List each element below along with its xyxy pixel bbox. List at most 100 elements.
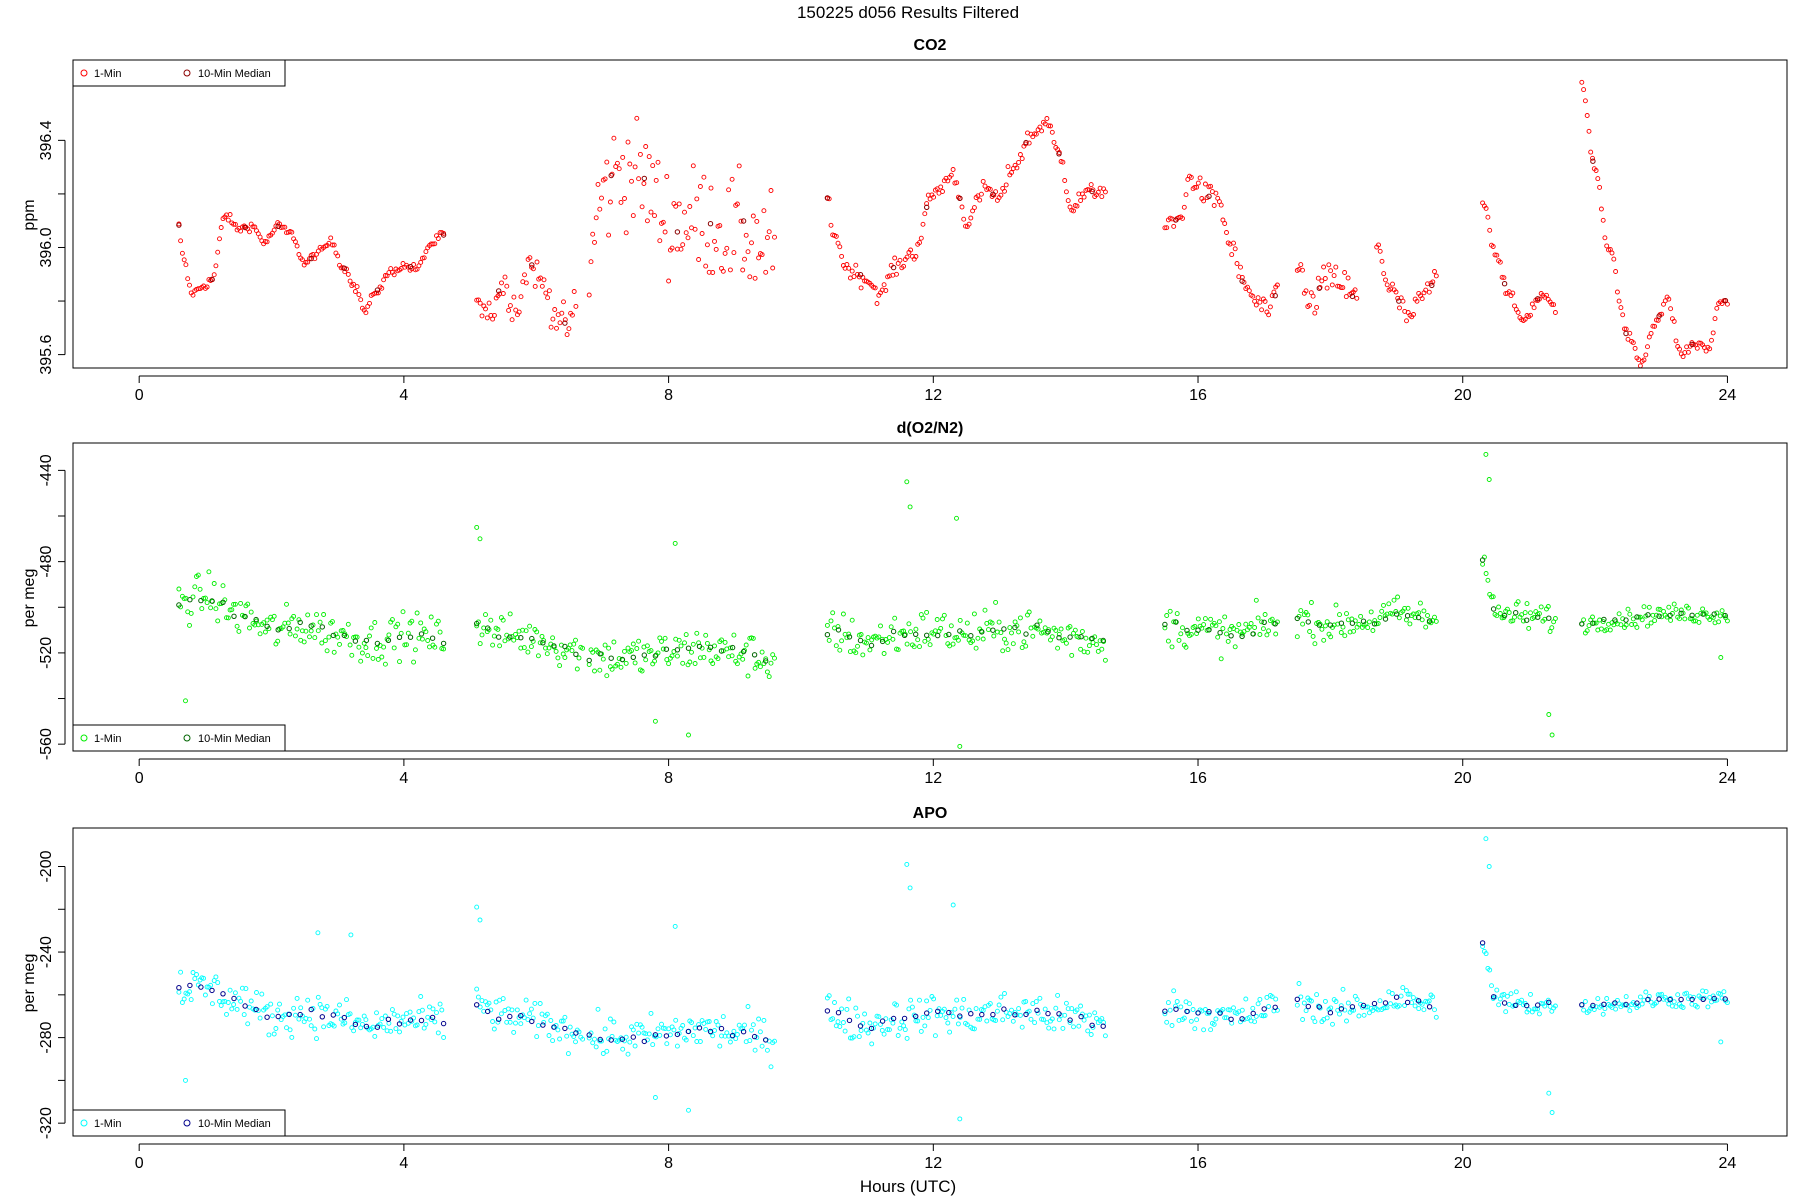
point-median-do2n2 [696,643,703,650]
point-1min-apo [314,1036,319,1042]
point-1min-apo [381,1024,387,1030]
point-1min-apo [894,1002,899,1008]
point-1min-co2 [599,195,604,201]
point-median-apo [1678,996,1684,1003]
point-1min-apo [650,1042,656,1048]
point-1min-co2 [1529,301,1535,307]
legend-co2: 1-Min 10-Min Median [72,59,286,87]
point-1min-do2n2 [368,625,374,631]
point-1min-do2n2 [303,628,309,634]
point-1min-do2n2 [1524,601,1530,607]
point-median-do2n2 [1601,616,1607,623]
point-1min-do2n2 [1623,622,1629,628]
point-1min-co2 [432,241,438,247]
point-1min-apo [1188,1018,1194,1024]
point-1min-apo [1019,1024,1025,1030]
point-1min-do2n2 [1417,600,1423,606]
point-1min-do2n2 [731,632,737,638]
y-tick-label-do2n2: -480 [38,546,55,578]
point-1min-apo [1164,1019,1170,1025]
point-1min-co2 [1614,289,1620,295]
point-1min-do2n2 [580,645,586,651]
point-1min-co2 [310,251,316,257]
point-1min-do2n2 [625,645,631,651]
point-median-do2n2 [407,634,414,640]
point-1min-do2n2 [908,629,914,635]
point-1min-co2 [607,199,613,205]
point-1min-co2 [1164,225,1170,231]
point-1min-do2n2 [1486,477,1492,482]
point-1min-do2n2 [639,668,645,674]
point-1min-do2n2 [853,650,859,656]
point-median-apo [1261,1006,1267,1012]
point-1min-apo [532,1000,538,1006]
point-median-co2 [496,288,502,294]
point-1min-do2n2 [1085,649,1091,655]
point-median-apo [1711,995,1717,1002]
point-1min-do2n2 [488,617,494,623]
point-1min-apo [1324,1015,1330,1021]
point-1min-apo [1053,1005,1059,1011]
point-1min-apo [275,1007,281,1013]
point-1min-co2 [998,192,1004,198]
point-1min-do2n2 [672,540,678,546]
point-median-do2n2 [396,634,403,640]
point-median-apo [1305,1003,1312,1010]
point-median-apo [890,1015,897,1022]
point-median-do2n2 [1184,627,1190,634]
point-1min-apo [418,994,424,999]
point-median-apo [990,1011,996,1018]
point-1min-do2n2 [1627,611,1633,617]
point-1min-apo [220,999,226,1005]
point-1min-do2n2 [904,479,910,485]
point-median-do2n2 [1250,631,1256,637]
point-1min-co2 [901,263,907,269]
point-1min-do2n2 [573,637,578,643]
legend-box-co2 [72,59,286,87]
point-1min-do2n2 [187,622,192,628]
point-1min-do2n2 [1650,612,1656,618]
y-axis-label-co2: ppm [21,199,38,230]
point-1min-do2n2 [1496,604,1502,610]
point-1min-co2 [1528,312,1533,318]
point-1min-do2n2 [375,656,381,662]
point-1min-do2n2 [1333,602,1339,608]
point-1min-do2n2 [1058,626,1064,632]
point-1min-co2 [289,229,295,235]
point-median-do2n2 [1700,611,1706,617]
point-1min-do2n2 [1680,610,1686,616]
point-1min-co2 [971,205,977,211]
point-1min-do2n2 [1671,601,1677,607]
point-1min-co2 [562,317,568,323]
point-1min-apo [839,1006,845,1012]
point-1min-do2n2 [996,619,1002,625]
point-1min-co2 [1673,338,1679,344]
y-tick-label-co2: 396.0 [38,227,55,267]
point-median-apo [652,1032,659,1038]
point-1min-co2 [379,285,385,291]
point-1min-apo [1322,998,1328,1004]
point-1min-apo [1035,1010,1041,1016]
point-1min-co2 [1714,305,1720,311]
point-1min-apo [869,1041,875,1047]
point-1min-apo [993,1018,999,1023]
point-1min-co2 [913,254,919,259]
point-1min-co2 [534,259,540,265]
point-1min-do2n2 [299,628,305,634]
point-1min-co2 [1314,304,1320,310]
point-1min-apo [425,1014,431,1020]
point-1min-apo [188,997,194,1003]
point-median-apo [1173,1006,1179,1012]
legend-box-do2n2 [72,724,286,752]
point-1min-apo [544,1011,550,1017]
point-1min-apo [491,1026,497,1032]
point-1min-co2 [499,280,504,286]
point-1min-co2 [552,307,558,312]
point-1min-apo [1026,1008,1032,1014]
point-1min-apo [648,1010,654,1016]
point-1min-co2 [303,259,309,265]
point-1min-do2n2 [982,607,988,613]
point-median-do2n2 [1056,635,1062,641]
point-1min-do2n2 [980,636,986,642]
point-1min-apo [414,1022,420,1028]
